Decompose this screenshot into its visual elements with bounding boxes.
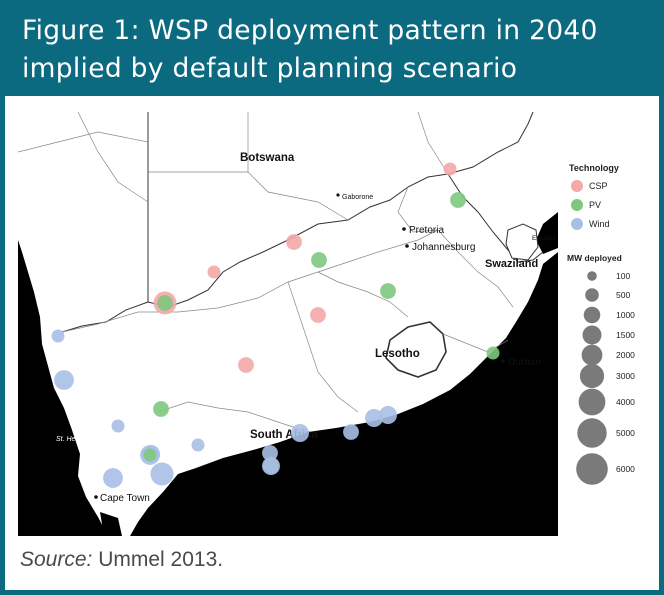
figure-title: Figure 1: WSP deployment pattern in 2040… <box>22 12 642 88</box>
site-wind-namaqualand-coast <box>51 329 65 343</box>
mozambique-channel <box>536 212 558 254</box>
st-helena-bay-water <box>46 412 64 438</box>
source-text: Ummel 2013. <box>92 548 224 571</box>
legend-size-100 <box>587 271 597 281</box>
label-botswana: Botswana <box>240 152 295 164</box>
legend-size-500 <box>585 288 599 302</box>
site-wind-langebaan <box>150 462 174 486</box>
site-wind-oudtshoorn <box>262 457 280 475</box>
lesotho-border <box>385 321 447 378</box>
site-pv-mpumalanga <box>450 192 466 208</box>
label-pretoria: Pretoria <box>409 225 444 236</box>
legend-swatch-pv <box>571 199 583 211</box>
label-eswatini: Eswatini <box>532 235 556 242</box>
legend-size-label-100: 100 <box>616 271 630 281</box>
site-pv-kwazulu-natal <box>486 346 500 360</box>
site-wind-george <box>262 445 278 461</box>
legend-size-label-1500: 1500 <box>616 330 635 340</box>
legend-size-1500 <box>582 325 602 345</box>
legend-size-label-500: 500 <box>616 290 630 300</box>
legend-size-label-2000: 2000 <box>616 350 635 360</box>
legend-size-5000 <box>577 418 607 448</box>
false-bay-water <box>100 512 122 536</box>
label-johannesburg: Johannesburg <box>412 242 475 253</box>
site-csp-north-limpopo <box>443 162 457 176</box>
legend-label-wind: Wind <box>589 219 610 229</box>
legend-size-title: MW deployed <box>567 253 622 263</box>
botswana-border <box>147 112 534 308</box>
site-pv-western-karoo <box>153 401 169 417</box>
legend-size-6000 <box>576 453 608 485</box>
deployment-sites <box>51 162 500 488</box>
legend-technology-title: Technology <box>569 163 619 173</box>
legend-svg: Technology CSP PV Wind MW deployed 100 500 1000… <box>567 163 635 485</box>
land <box>18 112 558 536</box>
legend: Technology CSP PV Wind MW deployed 100 500 1000… <box>567 160 659 490</box>
source-note: Source: Ummel 2013. <box>20 548 223 572</box>
site-csp-karoo <box>238 357 254 373</box>
legend-size-label-6000: 6000 <box>616 464 635 474</box>
legend-size-label-5000: 5000 <box>616 428 635 438</box>
site-wind-port-elizabeth <box>379 406 397 424</box>
site-pv-worcester <box>143 448 157 462</box>
site-csp-free-state-south <box>310 307 326 323</box>
legend-size-label-1000: 1000 <box>616 310 635 320</box>
site-wind-klein-karoo <box>191 438 205 452</box>
site-wind-st-helena-inland <box>111 419 125 433</box>
swaziland-border <box>505 223 539 261</box>
legend-swatch-csp <box>571 180 583 192</box>
legend-size-3000 <box>579 363 605 389</box>
legend-size-4000 <box>578 388 606 416</box>
map: Botswana Gaborone Pretoria Johannesburg … <box>18 112 558 536</box>
site-pv-northwest-south <box>311 252 327 268</box>
site-wind-port-elizabeth-west <box>365 409 383 427</box>
map-svg: Botswana Gaborone Pretoria Johannesburg … <box>18 112 558 536</box>
place-labels: Botswana Gaborone Pretoria Johannesburg … <box>56 152 556 504</box>
site-pv-free-state <box>380 283 396 299</box>
legend-swatch-wind <box>571 218 583 230</box>
legend-size-2000 <box>581 344 603 366</box>
legend-size-label-4000: 4000 <box>616 397 635 407</box>
label-cape-town: Cape Town <box>100 493 150 504</box>
legend-label-pv: PV <box>589 200 601 210</box>
site-pv-upington <box>157 295 173 311</box>
site-wind-south-africa-label <box>291 424 309 442</box>
site-wind-east-london <box>343 424 359 440</box>
legend-size-label-3000: 3000 <box>616 371 635 381</box>
figure-header: Figure 1: WSP deployment pattern in 2040… <box>0 0 664 96</box>
source-label: Source: <box>20 548 93 571</box>
site-csp-northwest <box>286 234 302 250</box>
legend-label-csp: CSP <box>589 181 608 191</box>
namibia-border <box>61 112 149 333</box>
legend-size-1000 <box>583 306 601 324</box>
site-wind-overberg <box>103 468 123 488</box>
label-st-helena-bay: St. Helena Bay <box>56 436 103 443</box>
province-lines <box>18 112 514 433</box>
label-lesotho: Lesotho <box>375 348 420 360</box>
title-line-1: Figure 1: WSP deployment pattern in 2040 <box>22 15 598 46</box>
label-gaborone: Gaborone <box>342 194 373 201</box>
site-wind-west-coast <box>54 370 74 390</box>
label-durban: Durban <box>508 357 541 368</box>
site-csp-northern-cape-north <box>207 265 221 279</box>
label-swaziland: Swaziland <box>485 258 538 270</box>
title-line-2: implied by default planning scenario <box>22 53 518 84</box>
borders <box>61 112 544 378</box>
